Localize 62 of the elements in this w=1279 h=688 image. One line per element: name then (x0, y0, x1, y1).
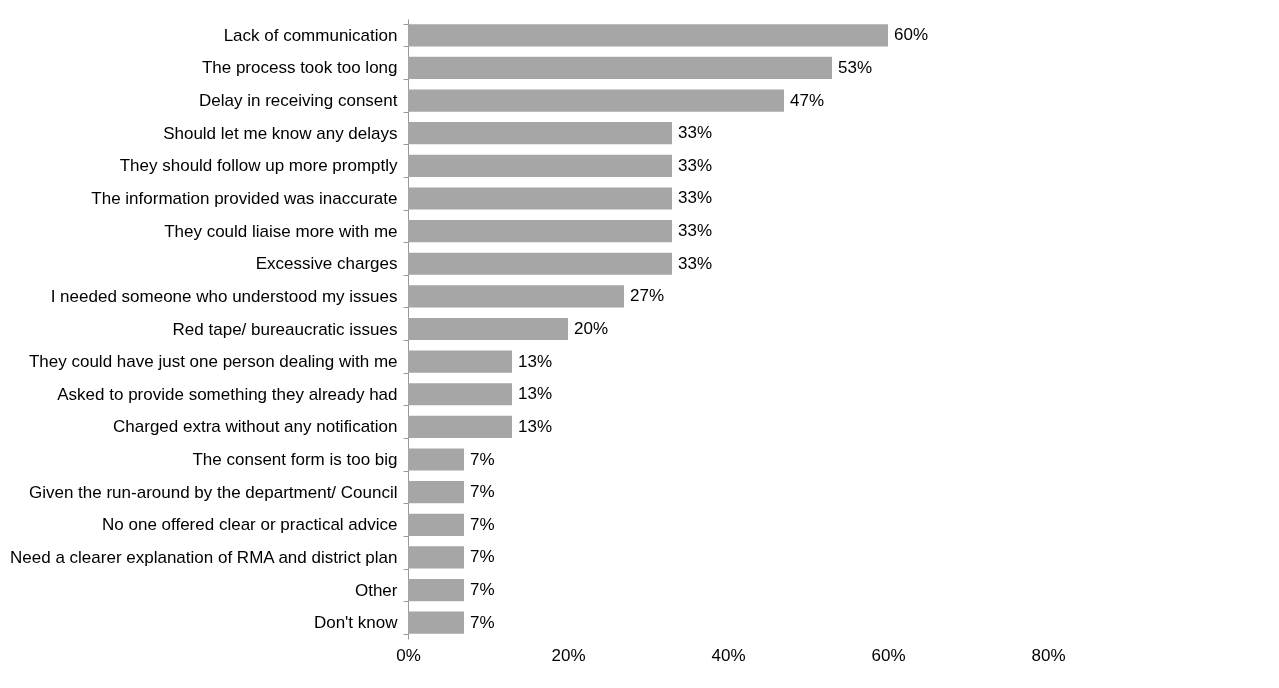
y-tick-label: They could liaise more with me (164, 221, 398, 241)
y-tick-label: Charged extra without any notification (113, 417, 398, 437)
bar (408, 611, 464, 634)
y-tick-label: Other (354, 580, 398, 600)
bar (408, 220, 672, 243)
y-tick-label: Given the run-around by the department/ Council (28, 482, 398, 502)
data-label: 7% (470, 482, 495, 502)
bar (408, 285, 624, 308)
data-label: 13% (518, 351, 553, 371)
data-label: 7% (470, 514, 495, 534)
data-label: 7% (470, 449, 495, 469)
bar (408, 383, 512, 406)
bar (408, 481, 464, 504)
data-label: 33% (678, 123, 713, 143)
y-tick-label: Should let me know any delays (163, 123, 398, 143)
bar (408, 154, 672, 177)
bar (408, 187, 672, 210)
x-tick-label: 0% (396, 645, 421, 665)
y-tick-label: Excessive charges (255, 254, 398, 274)
bar (408, 252, 672, 275)
data-label: 33% (678, 188, 713, 208)
y-tick-label: No one offered clear or practical advice (102, 515, 398, 535)
y-tick-label: I needed someone who understood my issues (50, 286, 398, 306)
y-tick-label: Lack of communication (223, 25, 398, 45)
y-tick-label: They should follow up more promptly (119, 156, 398, 176)
data-label: 47% (790, 90, 825, 110)
data-label: 7% (470, 612, 495, 632)
y-tick-label: Asked to provide something they already had (57, 384, 398, 404)
y-tick-label: Red tape/ bureaucratic issues (172, 319, 398, 339)
y-tick-label: The consent form is too big (192, 450, 398, 470)
data-label: 27% (630, 286, 665, 306)
y-tick-label: Don't know (313, 613, 399, 633)
y-tick-label: Delay in receiving consent (199, 91, 398, 111)
bar (408, 513, 464, 536)
y-tick-label: The information provided was inaccurate (91, 188, 398, 208)
data-label: 13% (518, 384, 553, 404)
data-label: 60% (894, 25, 929, 45)
data-label: 33% (678, 253, 713, 273)
data-label: 7% (470, 547, 495, 567)
data-label: 33% (678, 155, 713, 175)
y-tick-label: Need a clearer explanation of RMA and district plan (10, 547, 398, 567)
data-label: 20% (574, 319, 609, 338)
data-label: 13% (518, 416, 553, 436)
y-tick-label: The process took too long (201, 58, 398, 78)
bar (408, 122, 672, 145)
x-tick-label: 40% (711, 645, 746, 665)
x-tick-label: 20% (551, 645, 586, 665)
x-tick-label: 80% (1031, 645, 1066, 665)
bar (408, 24, 888, 47)
bar (408, 56, 832, 80)
y-tick-label: They could have just one person dealing with me (28, 352, 398, 372)
bar (408, 448, 464, 471)
data-label: 33% (678, 221, 713, 241)
bar (408, 317, 568, 341)
data-label: 53% (838, 57, 873, 77)
bar (408, 89, 784, 112)
x-tick-label: 60% (871, 645, 906, 665)
bar (408, 546, 464, 569)
bar (408, 415, 512, 438)
bar (408, 350, 512, 373)
data-label: 7% (470, 580, 495, 600)
bar (408, 578, 464, 602)
